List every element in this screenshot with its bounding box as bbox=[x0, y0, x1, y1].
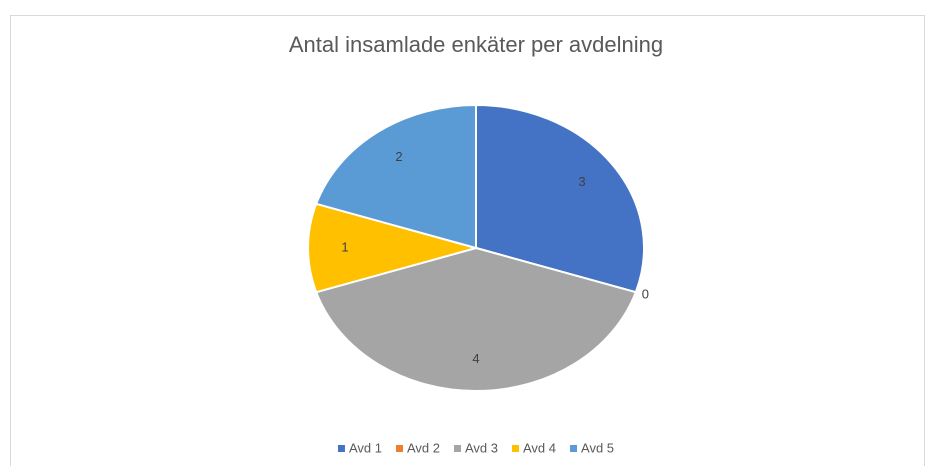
chart-title: Antal insamlade enkäter per avdelning bbox=[289, 32, 663, 57]
data-label: 2 bbox=[395, 149, 402, 164]
legend-label: Avd 2 bbox=[407, 440, 440, 455]
legend-label: Avd 3 bbox=[465, 440, 498, 455]
data-label: 1 bbox=[341, 239, 348, 254]
pie-slice bbox=[307, 202, 480, 294]
legend-swatch bbox=[512, 445, 520, 452]
legend-label: Avd 5 bbox=[581, 440, 614, 455]
legend-label: Avd 4 bbox=[523, 440, 556, 455]
legend-swatch bbox=[395, 445, 403, 452]
legend-swatch bbox=[570, 445, 578, 452]
pie-slice bbox=[475, 103, 645, 294]
data-label: 3 bbox=[578, 174, 585, 189]
pie-slice bbox=[314, 246, 638, 392]
data-label: 0 bbox=[642, 286, 649, 301]
pie-slice bbox=[314, 103, 477, 250]
legend-label: Avd 1 bbox=[349, 440, 382, 455]
legend-swatch bbox=[453, 445, 461, 452]
legend-swatch bbox=[337, 445, 345, 452]
data-label: 4 bbox=[472, 351, 479, 366]
